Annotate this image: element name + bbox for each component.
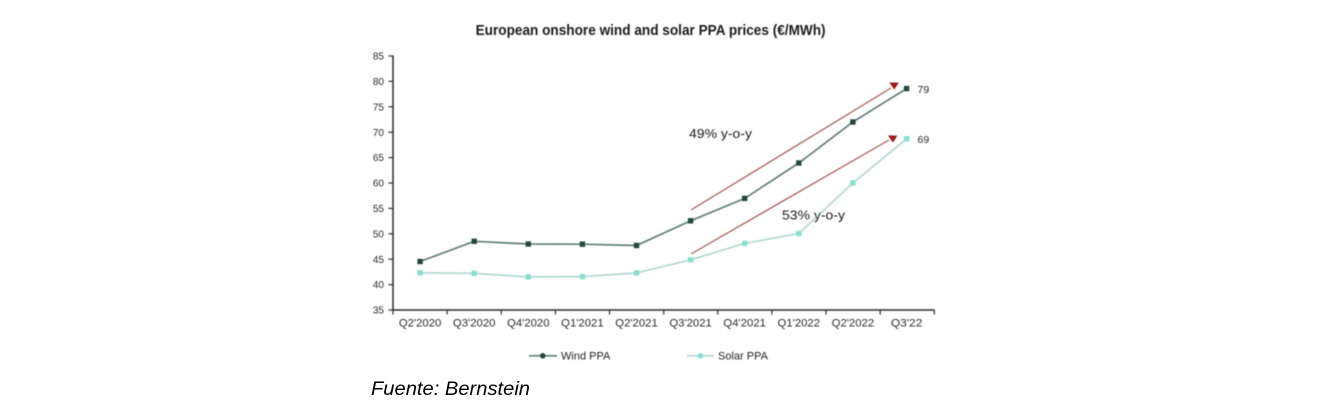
svg-text:European onshore wind and sola: European onshore wind and solar PPA pric… xyxy=(476,22,826,39)
svg-text:Q2'2022: Q2'2022 xyxy=(832,317,875,329)
svg-text:Wind PPA: Wind PPA xyxy=(561,351,611,363)
svg-text:Q3'2021: Q3'2021 xyxy=(669,317,712,329)
svg-text:Q2'2021: Q2'2021 xyxy=(615,317,658,329)
svg-text:50: 50 xyxy=(373,229,385,240)
svg-text:85: 85 xyxy=(373,52,385,63)
svg-text:69: 69 xyxy=(918,134,930,146)
svg-text:Q4'2021: Q4'2021 xyxy=(723,317,766,329)
svg-text:Q4'2020: Q4'2020 xyxy=(507,317,550,329)
svg-text:53% y-o-y: 53% y-o-y xyxy=(782,208,846,223)
svg-text:79: 79 xyxy=(918,84,930,96)
svg-text:Q3'22: Q3'22 xyxy=(891,317,923,329)
svg-text:60: 60 xyxy=(373,179,385,190)
svg-text:Fuente: Bernstein: Fuente: Bernstein xyxy=(371,379,530,400)
svg-text:35: 35 xyxy=(373,306,385,317)
svg-text:80: 80 xyxy=(373,77,385,88)
svg-text:Q3'2020: Q3'2020 xyxy=(453,317,496,329)
svg-text:70: 70 xyxy=(373,128,385,139)
svg-text:Solar PPA: Solar PPA xyxy=(718,351,769,363)
svg-text:55: 55 xyxy=(373,204,385,215)
svg-text:Q1'2022: Q1'2022 xyxy=(778,317,821,329)
svg-text:75: 75 xyxy=(373,102,385,113)
svg-text:Q1'2021: Q1'2021 xyxy=(561,317,604,329)
svg-text:45: 45 xyxy=(373,255,385,266)
svg-text:Q2'2020: Q2'2020 xyxy=(399,317,442,329)
svg-text:65: 65 xyxy=(373,153,385,164)
svg-text:49% y-o-y: 49% y-o-y xyxy=(689,126,753,141)
svg-text:40: 40 xyxy=(373,280,385,291)
